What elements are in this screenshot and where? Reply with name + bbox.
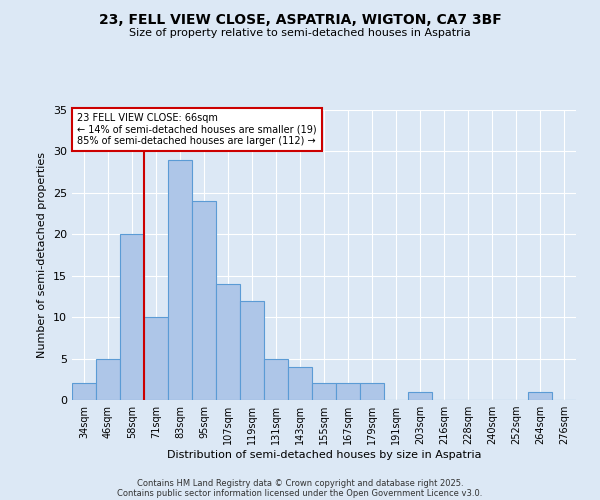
Bar (336, 384, 360, 400)
Bar (192, 201, 216, 400)
Bar (312, 384, 336, 400)
Bar (216, 284, 240, 400)
Bar (144, 317, 168, 400)
Text: Contains HM Land Registry data © Crown copyright and database right 2025.: Contains HM Land Registry data © Crown c… (137, 478, 463, 488)
Bar (240, 300, 264, 400)
Bar (120, 234, 144, 400)
Text: 23 FELL VIEW CLOSE: 66sqm
← 14% of semi-detached houses are smaller (19)
85% of : 23 FELL VIEW CLOSE: 66sqm ← 14% of semi-… (77, 113, 317, 146)
Bar (96, 358, 120, 400)
Bar (168, 160, 192, 400)
Text: Contains public sector information licensed under the Open Government Licence v3: Contains public sector information licen… (118, 488, 482, 498)
Bar (408, 392, 432, 400)
Bar (72, 384, 96, 400)
X-axis label: Distribution of semi-detached houses by size in Aspatria: Distribution of semi-detached houses by … (167, 450, 481, 460)
Bar (528, 392, 552, 400)
Y-axis label: Number of semi-detached properties: Number of semi-detached properties (37, 152, 47, 358)
Bar (264, 358, 288, 400)
Text: Size of property relative to semi-detached houses in Aspatria: Size of property relative to semi-detach… (129, 28, 471, 38)
Bar (288, 367, 312, 400)
Bar (360, 384, 384, 400)
Text: 23, FELL VIEW CLOSE, ASPATRIA, WIGTON, CA7 3BF: 23, FELL VIEW CLOSE, ASPATRIA, WIGTON, C… (98, 12, 502, 26)
